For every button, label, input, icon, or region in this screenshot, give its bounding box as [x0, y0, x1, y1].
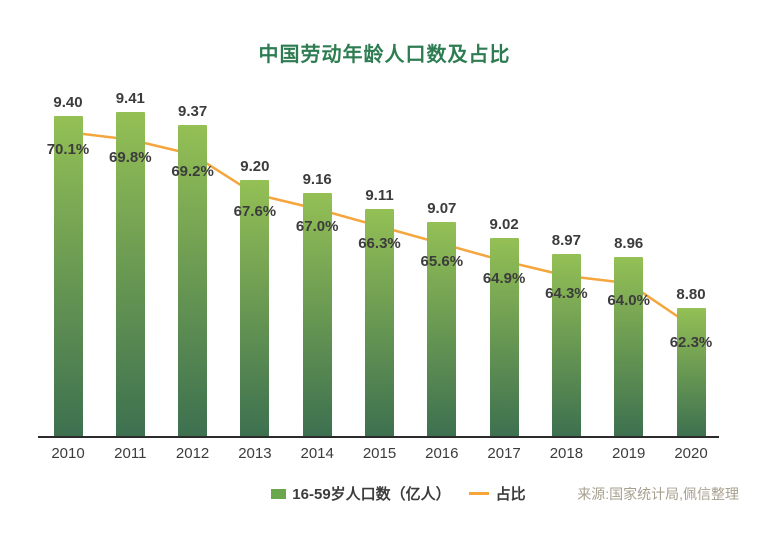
bar-2018 — [551, 254, 581, 437]
x-tick-label-2010: 2010 — [51, 445, 85, 462]
pct-label-2014: 67.0% — [295, 217, 339, 235]
pct-label-2013: 67.6% — [233, 203, 277, 221]
source-note: 来源:国家统计局,佩信整理 — [577, 486, 739, 502]
x-tick-label-2019: 2019 — [612, 445, 646, 462]
line-legend-label: 占比 — [495, 486, 526, 503]
x-axis-line — [38, 436, 719, 438]
pct-label-2018: 64.3% — [545, 284, 588, 302]
pct-label-2015: 66.3% — [358, 235, 401, 253]
x-tick-label-2012: 2012 — [175, 445, 210, 462]
bar-2017 — [489, 238, 519, 437]
bar-2010 — [53, 116, 83, 437]
x-tick-label-2018: 2018 — [549, 445, 584, 462]
bar-value-label-2013: 9.20 — [240, 158, 270, 175]
bar-value-label-2015: 9.11 — [365, 187, 394, 204]
x-tick-label-2013: 2013 — [238, 445, 272, 462]
bar-value-label-2016: 9.07 — [427, 200, 457, 217]
pct-label-2019: 64.0% — [607, 292, 650, 310]
bar-2016 — [427, 222, 457, 437]
pct-label-2011: 69.8% — [109, 148, 152, 166]
bar-2019 — [614, 257, 644, 437]
bar-legend-swatch-icon — [271, 488, 287, 499]
x-tick-label-2017: 2017 — [487, 445, 521, 462]
chart-title: 中国劳动年龄人口数及占比 — [258, 44, 511, 66]
pct-label-2012: 69.2% — [171, 163, 214, 181]
line-legend-dash-icon — [468, 492, 489, 495]
bar-value-label-2011: 9.41 — [115, 90, 145, 107]
bar-value-label-2014: 9.16 — [302, 171, 332, 188]
chart-legend: 16-59岁人口数（亿人） 占比 — [14, 483, 769, 504]
bar-value-label-2020: 8.80 — [676, 286, 706, 303]
x-tick-label-2014: 2014 — [300, 445, 334, 462]
pct-label-2020: 62.3% — [669, 334, 713, 352]
bar-value-label-2019: 8.96 — [614, 235, 644, 252]
x-tick-label-2016: 2016 — [425, 445, 459, 462]
pct-label-2010: 70.1% — [46, 141, 90, 159]
bar-legend-label: 16-59岁人口数（亿人） — [292, 486, 451, 503]
pct-label-2017: 64.9% — [482, 270, 526, 288]
bar-2011 — [115, 112, 145, 437]
bar-value-label-2012: 9.37 — [177, 103, 208, 120]
pct-label-2016: 65.6% — [420, 252, 464, 270]
x-tick-label-2020: 2020 — [674, 445, 708, 462]
bar-value-label-2017: 9.02 — [489, 216, 519, 233]
plot-area: 9.40 70.1% 9.41 69.8% 9.37 69.2% 9.20 67.6% 9.16… — [38, 90, 719, 438]
bar-value-label-2018: 8.97 — [551, 232, 581, 249]
bar-2012 — [178, 125, 208, 437]
bar-2013 — [240, 180, 270, 437]
x-tick-label-2011: 2011 — [114, 445, 147, 462]
bar-2015 — [365, 209, 394, 437]
bar-2020 — [676, 308, 706, 437]
bar-value-label-2010: 9.40 — [53, 94, 83, 111]
bar-2014 — [302, 193, 332, 437]
x-tick-label-2015: 2015 — [362, 445, 397, 462]
